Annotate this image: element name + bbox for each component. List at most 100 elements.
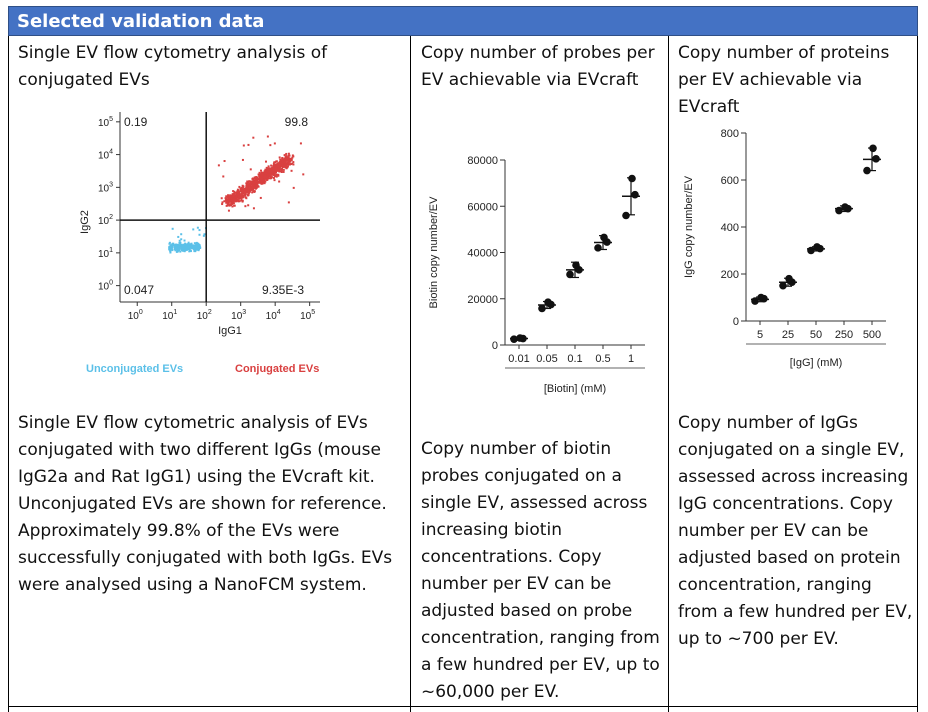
biotin-x-axis-label: [Biotin] (mM) bbox=[544, 383, 606, 395]
col3-description: Copy number of IgGs conjugated on a sing… bbox=[678, 413, 913, 649]
conjugated-point bbox=[253, 190, 256, 193]
unconjugated-point bbox=[193, 245, 196, 248]
biotin-data-point bbox=[628, 174, 636, 183]
conjugated-point bbox=[241, 158, 244, 161]
biotin-y-tick-label: 0 bbox=[492, 340, 498, 352]
unconjugated-point bbox=[195, 248, 198, 251]
flow-y-tick-label: 105 bbox=[98, 116, 113, 129]
unconjugated-point bbox=[184, 242, 187, 245]
conjugated-point bbox=[235, 196, 238, 199]
quadrant-top-right-label: 99.8 bbox=[285, 115, 309, 129]
legend-conjugated: Conjugated EVs bbox=[235, 363, 319, 375]
conjugated-point bbox=[244, 191, 247, 194]
unconjugated-point bbox=[168, 246, 171, 249]
conjugated-point bbox=[278, 168, 281, 171]
igg-x-axis-label: [IgG] (mM) bbox=[790, 357, 843, 369]
conjugated-point bbox=[273, 163, 276, 166]
conjugated-point bbox=[292, 186, 295, 189]
biotin-y-tick-label: 60000 bbox=[467, 201, 498, 213]
conjugated-point bbox=[268, 172, 271, 175]
conjugated-point bbox=[280, 159, 283, 162]
conjugated-point bbox=[258, 171, 261, 174]
conjugated-point bbox=[267, 165, 270, 168]
conjugated-point bbox=[286, 165, 289, 168]
conjugated-point bbox=[292, 155, 295, 158]
unconjugated-point bbox=[191, 244, 194, 247]
conjugated-point bbox=[283, 165, 286, 168]
conjugated-point bbox=[246, 190, 249, 193]
conjugated-point bbox=[246, 193, 249, 196]
column-divider-1 bbox=[410, 36, 411, 712]
conjugated-point bbox=[249, 168, 252, 171]
unconjugated-point bbox=[192, 247, 195, 250]
unconjugated-point bbox=[180, 238, 183, 241]
unconjugated-point bbox=[182, 249, 185, 252]
conjugated-point bbox=[272, 168, 275, 171]
conjugated-point bbox=[264, 169, 267, 172]
unconjugated-point bbox=[178, 239, 181, 242]
conjugated-point bbox=[252, 179, 255, 182]
conjugated-point bbox=[273, 169, 276, 172]
conjugated-point bbox=[278, 163, 281, 166]
conjugated-point bbox=[287, 157, 290, 160]
unconjugated-point bbox=[170, 247, 173, 250]
conjugated-point bbox=[265, 160, 268, 163]
conjugated-point bbox=[255, 186, 258, 189]
biotin-data-point bbox=[631, 190, 639, 199]
conjugated-point bbox=[239, 187, 242, 190]
conjugated-point bbox=[259, 178, 262, 181]
igg-data-point bbox=[807, 246, 815, 255]
conjugated-point bbox=[277, 174, 280, 177]
biotin-y-tick-label: 20000 bbox=[467, 294, 498, 306]
conjugated-point bbox=[269, 175, 272, 178]
unconjugated-point bbox=[171, 245, 174, 248]
conjugated-point bbox=[283, 154, 286, 157]
unconjugated-point bbox=[184, 248, 187, 251]
conjugated-point bbox=[242, 195, 245, 198]
conjugated-point bbox=[281, 167, 284, 170]
conjugated-point bbox=[290, 163, 293, 166]
conjugated-point bbox=[287, 154, 290, 157]
conjugated-point bbox=[217, 164, 220, 167]
conjugated-point bbox=[272, 176, 275, 179]
biotin-data-point bbox=[572, 261, 580, 270]
unconjugated-point bbox=[183, 239, 186, 242]
unconjugated-point bbox=[198, 246, 201, 249]
conjugated-point bbox=[287, 201, 290, 204]
unconjugated-point bbox=[178, 249, 181, 252]
igg-data-point bbox=[813, 243, 821, 251]
col2-description: Copy number of biotin probes conjugated … bbox=[421, 439, 660, 702]
biotin-x-tick-label: 0.5 bbox=[595, 353, 610, 365]
conjugated-point bbox=[221, 201, 224, 204]
conjugated-point bbox=[292, 163, 295, 166]
flow-y-tick-label: 104 bbox=[98, 149, 113, 162]
igg-x-tick-label: 250 bbox=[835, 329, 853, 341]
conjugated-point bbox=[230, 201, 233, 204]
legend-unconjugated: Unconjugated EVs bbox=[86, 363, 183, 375]
conjugated-point bbox=[269, 174, 272, 177]
unconjugated-point bbox=[198, 244, 201, 247]
flow-x-tick-label: 101 bbox=[162, 309, 177, 322]
conjugated-point bbox=[229, 197, 232, 200]
conjugated-point bbox=[246, 185, 249, 188]
unconjugated-point bbox=[180, 247, 183, 250]
table-border-left bbox=[8, 36, 9, 712]
igg-data-point bbox=[869, 144, 877, 153]
biotin-x-tick-label: 0.1 bbox=[567, 353, 582, 365]
conjugated-point bbox=[276, 162, 279, 165]
conjugated-point bbox=[242, 185, 245, 188]
conjugated-point bbox=[283, 160, 286, 163]
conjugated-point bbox=[233, 204, 236, 207]
conjugated-point bbox=[277, 162, 280, 165]
igg-data-point bbox=[757, 293, 765, 302]
conjugated-point bbox=[275, 173, 278, 176]
conjugated-point bbox=[233, 190, 236, 193]
conjugated-point bbox=[262, 176, 265, 179]
unconjugated-point bbox=[195, 244, 198, 247]
conjugated-point bbox=[253, 176, 256, 179]
conjugated-point bbox=[285, 155, 288, 158]
conjugated-point bbox=[264, 180, 267, 183]
conjugated-point bbox=[266, 170, 269, 173]
flow-x-tick-label: 104 bbox=[266, 309, 281, 322]
conjugated-point bbox=[234, 195, 237, 198]
